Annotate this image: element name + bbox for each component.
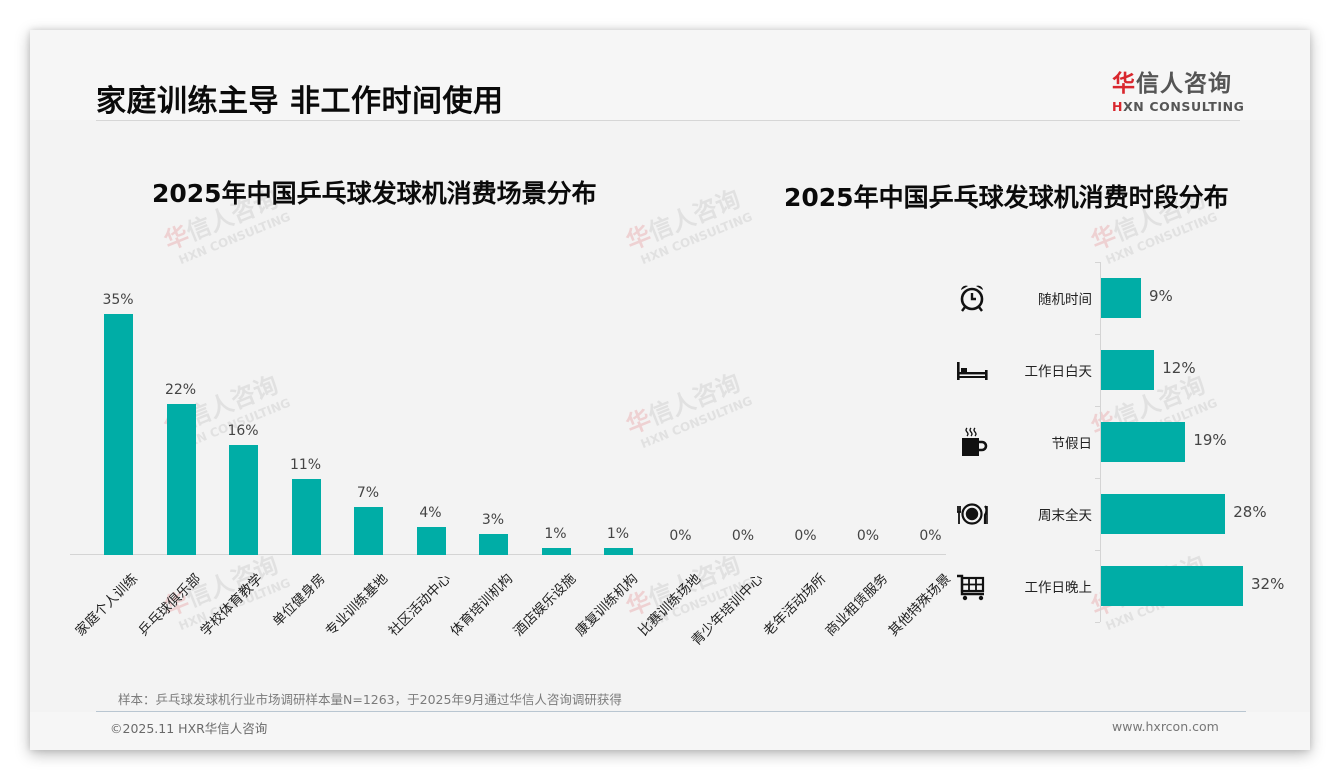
column-value-label: 35% [102, 292, 134, 308]
bar-row: 工作日晚上 32% [950, 550, 1310, 622]
column-group: 0% [837, 280, 899, 555]
column-value-label: 0% [919, 528, 942, 544]
column-category-label: 商业租赁服务 [822, 570, 892, 640]
column-value-label: 0% [669, 528, 692, 544]
column-group: 0% [650, 280, 712, 555]
plate-cutlery-icon [954, 496, 990, 532]
bar [1101, 566, 1243, 606]
column-group: 11% [275, 280, 337, 555]
column-bar [354, 506, 383, 555]
website-link[interactable]: www.hxrcon.com [1112, 719, 1219, 734]
axis-tick [1095, 334, 1100, 335]
bar-value-label: 12% [1162, 359, 1196, 377]
column-bar [604, 548, 633, 555]
y-axis-line [1100, 262, 1101, 622]
bar-category-label: 工作日晚上 [1024, 580, 1093, 596]
column-value-label: 1% [606, 526, 630, 543]
footer-band [30, 712, 1310, 750]
column-group: 1% [525, 280, 587, 555]
column-category-label: 单位健身房 [269, 570, 329, 630]
alarm-clock-icon [954, 280, 990, 316]
column-group: 35% [87, 280, 149, 555]
bar [1101, 422, 1186, 462]
column-group: 7% [337, 280, 399, 555]
logo-english: HXN CONSULTING [1112, 99, 1245, 114]
bed-icon [954, 352, 990, 388]
column-group: 1% [587, 280, 649, 555]
axis-tick [1095, 622, 1100, 623]
header-band [30, 30, 1310, 120]
bar-value-label: 9% [1148, 287, 1173, 305]
scene-distribution-column-chart: 35% 家庭个人训练 22% 乒乓球俱乐部 16% 学校体育教学 11% 单位健身房 7% 专业训… [70, 280, 954, 680]
column-group: 0% [712, 280, 774, 555]
bar-row: 随机时间 9% [950, 262, 1310, 334]
column-value-label: 0% [794, 528, 817, 544]
brand-logo: 华信人咨询 HXN CONSULTING [1112, 64, 1245, 114]
column-bar [479, 534, 508, 555]
column-category-label: 体育培训机构 [447, 570, 517, 640]
bar-row: 工作日白天 12% [950, 334, 1310, 406]
column-category-label: 乒乓球俱乐部 [135, 570, 204, 640]
column-value-label: 7% [356, 484, 380, 501]
column-category-label: 学校体育教学 [197, 570, 267, 640]
axis-tick [1095, 262, 1100, 263]
footer-divider [96, 711, 1246, 712]
x-axis-line [70, 554, 946, 555]
column-bar [229, 444, 258, 555]
bar [1101, 494, 1226, 534]
column-category-label: 社区活动中心 [385, 570, 454, 640]
bar-row: 周末全天 28% [950, 478, 1310, 550]
page-title: 家庭训练主导 非工作时间使用 [96, 84, 504, 119]
column-category-label: 家庭个人训练 [72, 570, 142, 640]
column-category-label: 老年活动场所 [760, 570, 829, 640]
title-divider [96, 120, 1240, 121]
column-group: 0% [900, 280, 962, 555]
slide: 家庭训练主导 非工作时间使用 华信人咨询 HXN CONSULTING 华信人咨… [30, 30, 1310, 750]
column-value-label: 0% [731, 528, 755, 544]
column-bar [541, 548, 571, 555]
column-value-label: 22% [164, 381, 197, 398]
column-group: 4% [400, 280, 462, 555]
logo-chinese: 华信人咨询 [1112, 71, 1232, 97]
column-group: 16% [212, 280, 274, 555]
column-category-label: 酒店娱乐设施 [510, 570, 579, 640]
bar-category-label: 随机时间 [1038, 292, 1092, 308]
column-value-label: 0% [856, 528, 880, 544]
column-value-label: 4% [419, 505, 442, 522]
column-value-label: 1% [544, 526, 567, 543]
shopping-cart-icon [954, 568, 990, 604]
bar-row: 节假日 19% [950, 406, 1310, 478]
period-chart-title: 2025年中国乒乓球发球机消费时段分布 [784, 183, 1229, 212]
column-group: 3% [462, 280, 524, 555]
column-group: 22% [150, 280, 212, 555]
bar-category-label: 工作日白天 [1024, 364, 1093, 380]
axis-tick [1095, 550, 1100, 551]
column-group: 0% [775, 280, 837, 555]
axis-tick [1095, 478, 1100, 479]
bar-category-label: 周末全天 [1038, 508, 1092, 524]
column-bar [166, 403, 196, 555]
column-value-label: 11% [289, 457, 322, 474]
coffee-cup-icon [954, 424, 990, 460]
column-value-label: 3% [481, 512, 505, 529]
column-category-label: 其他特殊场景 [885, 570, 954, 640]
bar [1101, 350, 1155, 390]
bar-value-label: 32% [1251, 575, 1285, 593]
column-category-label: 康复训练机构 [572, 570, 642, 640]
column-bar [291, 479, 321, 555]
period-distribution-bar-chart: 随机时间 9% 工作日白天 12% 节假日 19% 周末全天 28% 工作日晚上 32% [950, 262, 1310, 627]
bar-value-label: 28% [1233, 503, 1267, 521]
axis-tick [1095, 406, 1100, 407]
bar-value-label: 19% [1193, 431, 1227, 449]
sample-note: 样本：乒乓球发球机行业市场调研样本量N=1263，于2025年9月通过华信人咨询… [118, 692, 622, 707]
column-value-label: 16% [227, 422, 259, 439]
copyright-text: ©2025.11 HXR华信人咨询 [110, 721, 268, 736]
column-bar [104, 314, 133, 555]
scene-chart-title: 2025年中国乒乓球发球机消费场景分布 [152, 179, 597, 208]
column-category-label: 专业训练基地 [322, 570, 392, 640]
bar-category-label: 节假日 [1051, 436, 1093, 452]
bar [1101, 278, 1141, 318]
column-bar [416, 527, 446, 555]
